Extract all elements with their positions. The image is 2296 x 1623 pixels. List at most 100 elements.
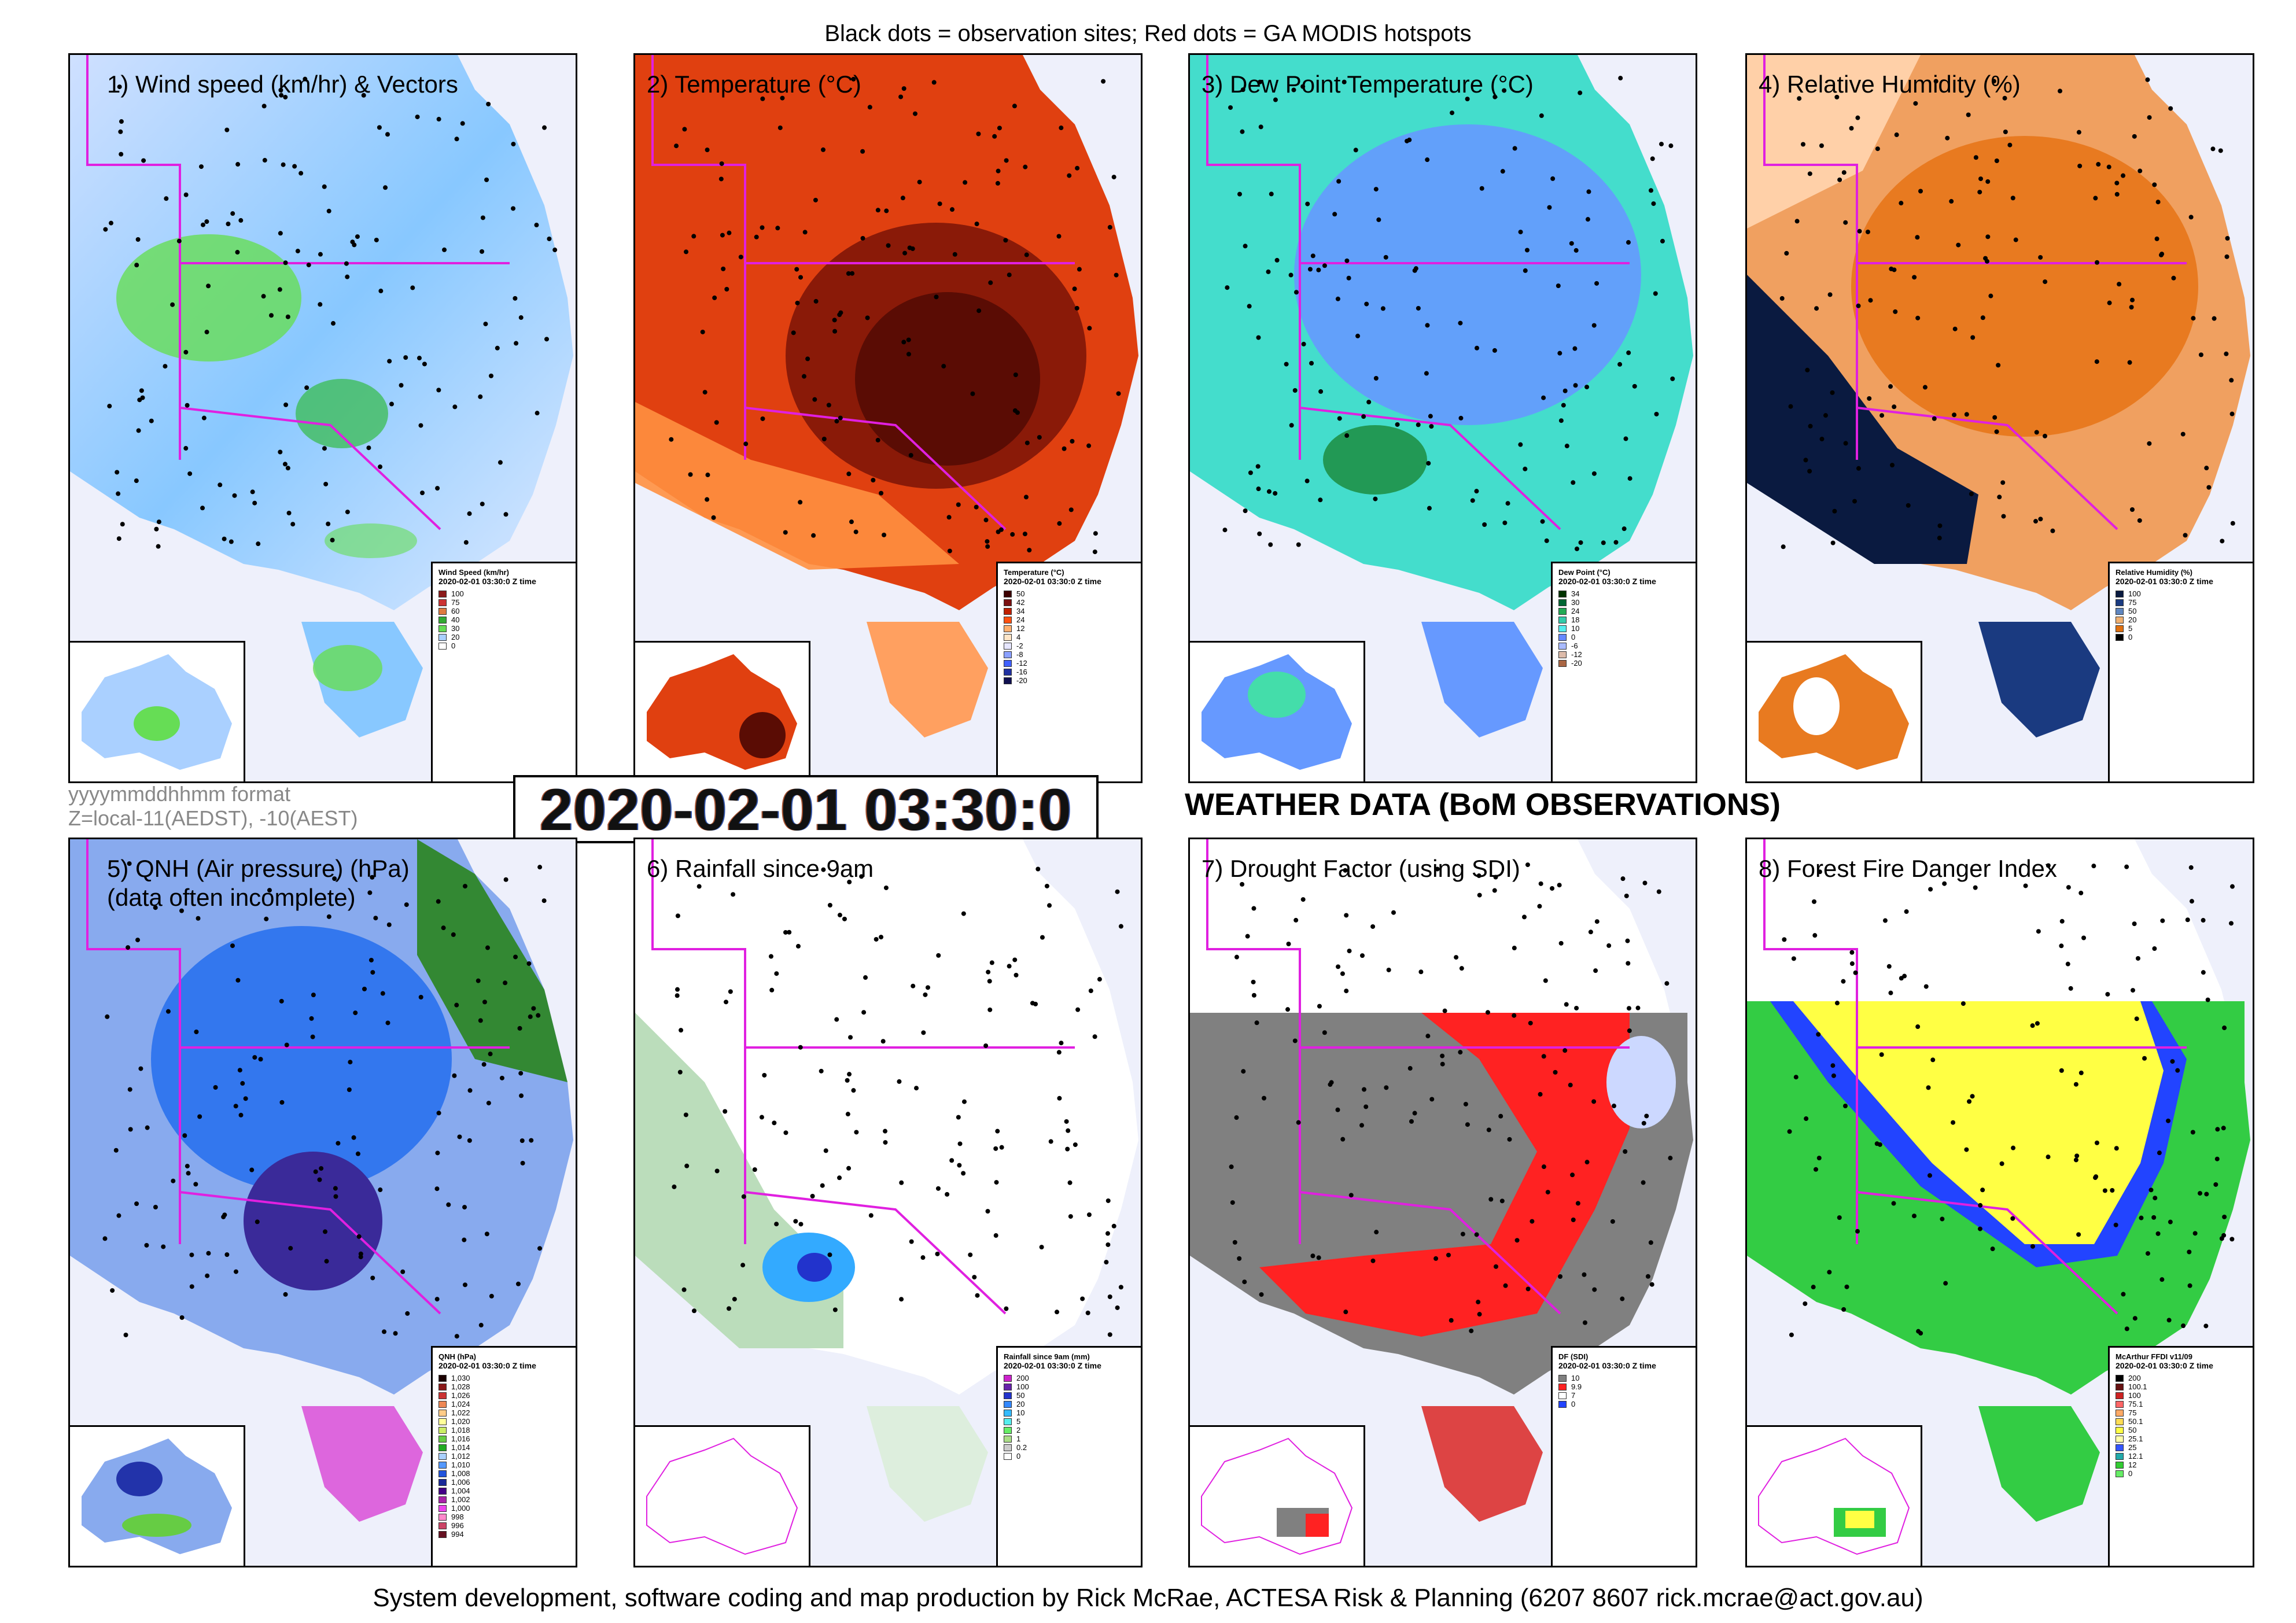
observation-site-dot (2003, 129, 2008, 134)
observation-site-dot (344, 261, 349, 266)
observation-site-dot (2073, 1082, 2078, 1087)
observation-site-dot (1405, 138, 1410, 143)
legend-item: 100 (2116, 589, 2247, 598)
observation-site-dot (1104, 1260, 1109, 1265)
observation-site-dot (920, 1255, 926, 1260)
observation-site-dot (1347, 949, 1352, 954)
observation-site-dot (2220, 538, 2225, 544)
observation-site-dot (1425, 323, 1430, 328)
format-note: yyyymmddhhmm format Z=local-11(AEDST), -… (68, 782, 358, 831)
legend-swatch (1004, 651, 1012, 658)
legend-item: 0 (1558, 633, 1690, 641)
observation-site-dot (436, 388, 441, 393)
observation-site-dot (126, 945, 131, 950)
legend-swatch (1004, 1409, 1012, 1417)
state-borders (651, 839, 1075, 1315)
observation-site-dot (691, 1308, 696, 1314)
observation-site-dot (206, 1251, 211, 1256)
observation-site-dot (1593, 968, 1598, 973)
observation-site-dot (723, 1109, 728, 1114)
legend-swatch (438, 1530, 447, 1538)
observation-site-dot (2151, 1215, 2157, 1220)
legend: McArthur FFDI v11/09 2020-02-01 03:30:0 … (2108, 1346, 2253, 1566)
observation-site-dot (110, 1288, 115, 1293)
observation-site-dot (290, 522, 296, 527)
observation-site-dot (361, 93, 366, 98)
observation-site-dot (221, 1214, 226, 1219)
observation-site-dot (1823, 413, 1828, 418)
observation-site-dot (740, 1263, 746, 1268)
observation-site-dot (884, 208, 889, 213)
observation-site-dot (1584, 385, 1590, 390)
observation-site-dot (1293, 290, 1299, 295)
observation-site-dot (1055, 1310, 1060, 1315)
observation-site-dot (2114, 1146, 2119, 1151)
observation-site-dot (1875, 146, 1880, 152)
observation-site-dot (1316, 267, 1321, 272)
observation-site-dot (2204, 466, 2209, 471)
inset-map (1190, 641, 1365, 781)
observation-site-dot (1309, 361, 1314, 366)
observation-site-dot (1465, 1122, 1470, 1127)
legend-label: 30 (1571, 598, 1580, 607)
observation-site-dot (2094, 1174, 2099, 1179)
observation-site-dot (759, 1115, 764, 1120)
observation-site-dot (170, 302, 175, 307)
observation-site-dot (711, 515, 716, 520)
legend-swatch (1004, 677, 1012, 684)
observation-site-dot (348, 1060, 353, 1065)
observation-site-dot (102, 1236, 108, 1241)
observation-site-dot (1621, 526, 1627, 532)
observation-site-dot (232, 493, 237, 498)
legend-rows: 200 100 50 20 10 5 2 1 0.2 0 (1004, 1374, 1135, 1460)
observation-site-dot (974, 222, 979, 227)
observation-site-dot (515, 1281, 521, 1286)
observation-site-dot (2130, 297, 2135, 303)
observation-site-dot (1258, 79, 1263, 84)
observation-site-dot (1911, 1213, 1917, 1219)
observation-site-dot (198, 164, 204, 169)
observation-site-dot (536, 1013, 541, 1018)
observation-site-dot (1827, 1270, 1832, 1275)
observation-site-dot (1893, 309, 1898, 314)
observation-site-dot (189, 1284, 194, 1289)
observation-site-dot (503, 512, 508, 517)
observation-site-dot (537, 1246, 543, 1251)
observation-site-dot (1023, 164, 1028, 169)
observation-site-dot (1273, 97, 1278, 102)
observation-site-dot (1990, 1246, 1995, 1252)
legend-label: 34 (1016, 607, 1025, 615)
observation-site-dot (2134, 1016, 2139, 1021)
observation-site-dot (847, 879, 852, 884)
observation-site-dot (2068, 986, 2073, 991)
observation-site-dot (845, 1078, 850, 1083)
observation-site-dot (2117, 282, 2122, 287)
legend-item: 998 (438, 1513, 570, 1521)
observation-site-dot (2078, 890, 2084, 895)
legend-label: 0 (1571, 633, 1576, 641)
observation-site-dot (2222, 1214, 2227, 1219)
legend-item: 100 (1004, 1382, 1135, 1391)
observation-site-dot (1867, 396, 1872, 401)
observation-site-dot (832, 318, 837, 323)
legend-item: 1,000 (438, 1504, 570, 1513)
legend-swatch (1558, 1374, 1567, 1382)
observation-site-dot (2153, 1196, 2158, 1201)
observation-site-dot (914, 1086, 919, 1091)
legend-subtitle: 2020-02-01 03:30:0 Z time (1004, 577, 1101, 586)
observation-site-dot (1107, 1294, 1112, 1299)
legend-swatch (1004, 633, 1012, 641)
observation-site-dot (691, 234, 696, 239)
observation-site-dot (1492, 94, 1498, 99)
observation-site-dot (1424, 371, 1429, 376)
observation-site-dot (1578, 540, 1583, 545)
observation-site-dot (418, 423, 423, 428)
observation-site-dot (1964, 412, 1969, 417)
observation-site-dot (1782, 937, 1787, 942)
observation-site-dot (235, 162, 241, 167)
legend-item: 75 (2116, 598, 2247, 607)
observation-site-dot (1832, 508, 1837, 514)
state-borders (86, 839, 510, 1315)
observation-site-dot (983, 1043, 989, 1048)
observation-site-dot (1087, 326, 1092, 331)
